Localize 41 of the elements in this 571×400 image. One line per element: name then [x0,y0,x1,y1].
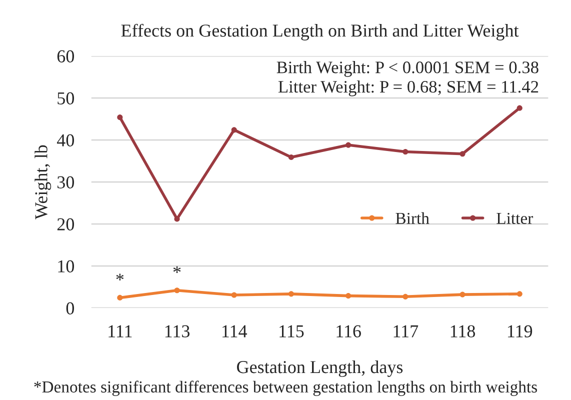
x-tick-label: 114 [222,325,248,338]
y-tick-label: 40 [56,134,74,146]
point [346,142,352,148]
x-tick-label: 116 [336,325,361,338]
point [288,291,294,297]
y-tick-label: 30 [58,176,74,188]
legend-label: Birth [396,212,430,224]
chart-title: Effects on Gestation Length on Birth and Litter Weight [121,24,519,40]
point [231,292,237,298]
annotation: * [173,266,181,273]
point [460,292,466,298]
point [288,154,294,160]
text: *Denotes significant differences between gestation lengths on birth weights [34,380,537,396]
point [174,216,180,222]
point [402,148,408,155]
point [117,114,123,120]
point [516,291,522,297]
x-tick-label: 119 [508,325,532,338]
y-tick-label: 50 [58,92,74,104]
x-axis-title: Gestation Length, days [237,360,403,377]
y-axis-title: Weight, lb [34,145,52,220]
y-tick-label: 20 [57,218,74,230]
x-tick-label: 113 [165,325,190,338]
point [174,288,180,294]
x-tick-label: 115 [280,325,304,338]
point [231,127,237,133]
x-tick-label: 117 [394,325,418,338]
x-tick-label: 111 [108,325,132,338]
x-tick-label: 118 [450,325,476,338]
y-tick-label: 60 [57,50,74,62]
annotation: Litter Weight: P = 0.68; SEM = 11.42 [278,80,538,96]
annotation: Birth Weight: P < 0.0001 SEM = 0.38 [276,61,538,77]
point [516,105,522,111]
point [346,293,352,299]
point [402,294,408,300]
annotation: * [116,274,124,280]
point [117,294,123,300]
y-tick-label: 0 [66,302,74,314]
legend-label: Litter [496,212,534,224]
point [460,151,466,157]
y-tick-label: 10 [58,260,74,272]
